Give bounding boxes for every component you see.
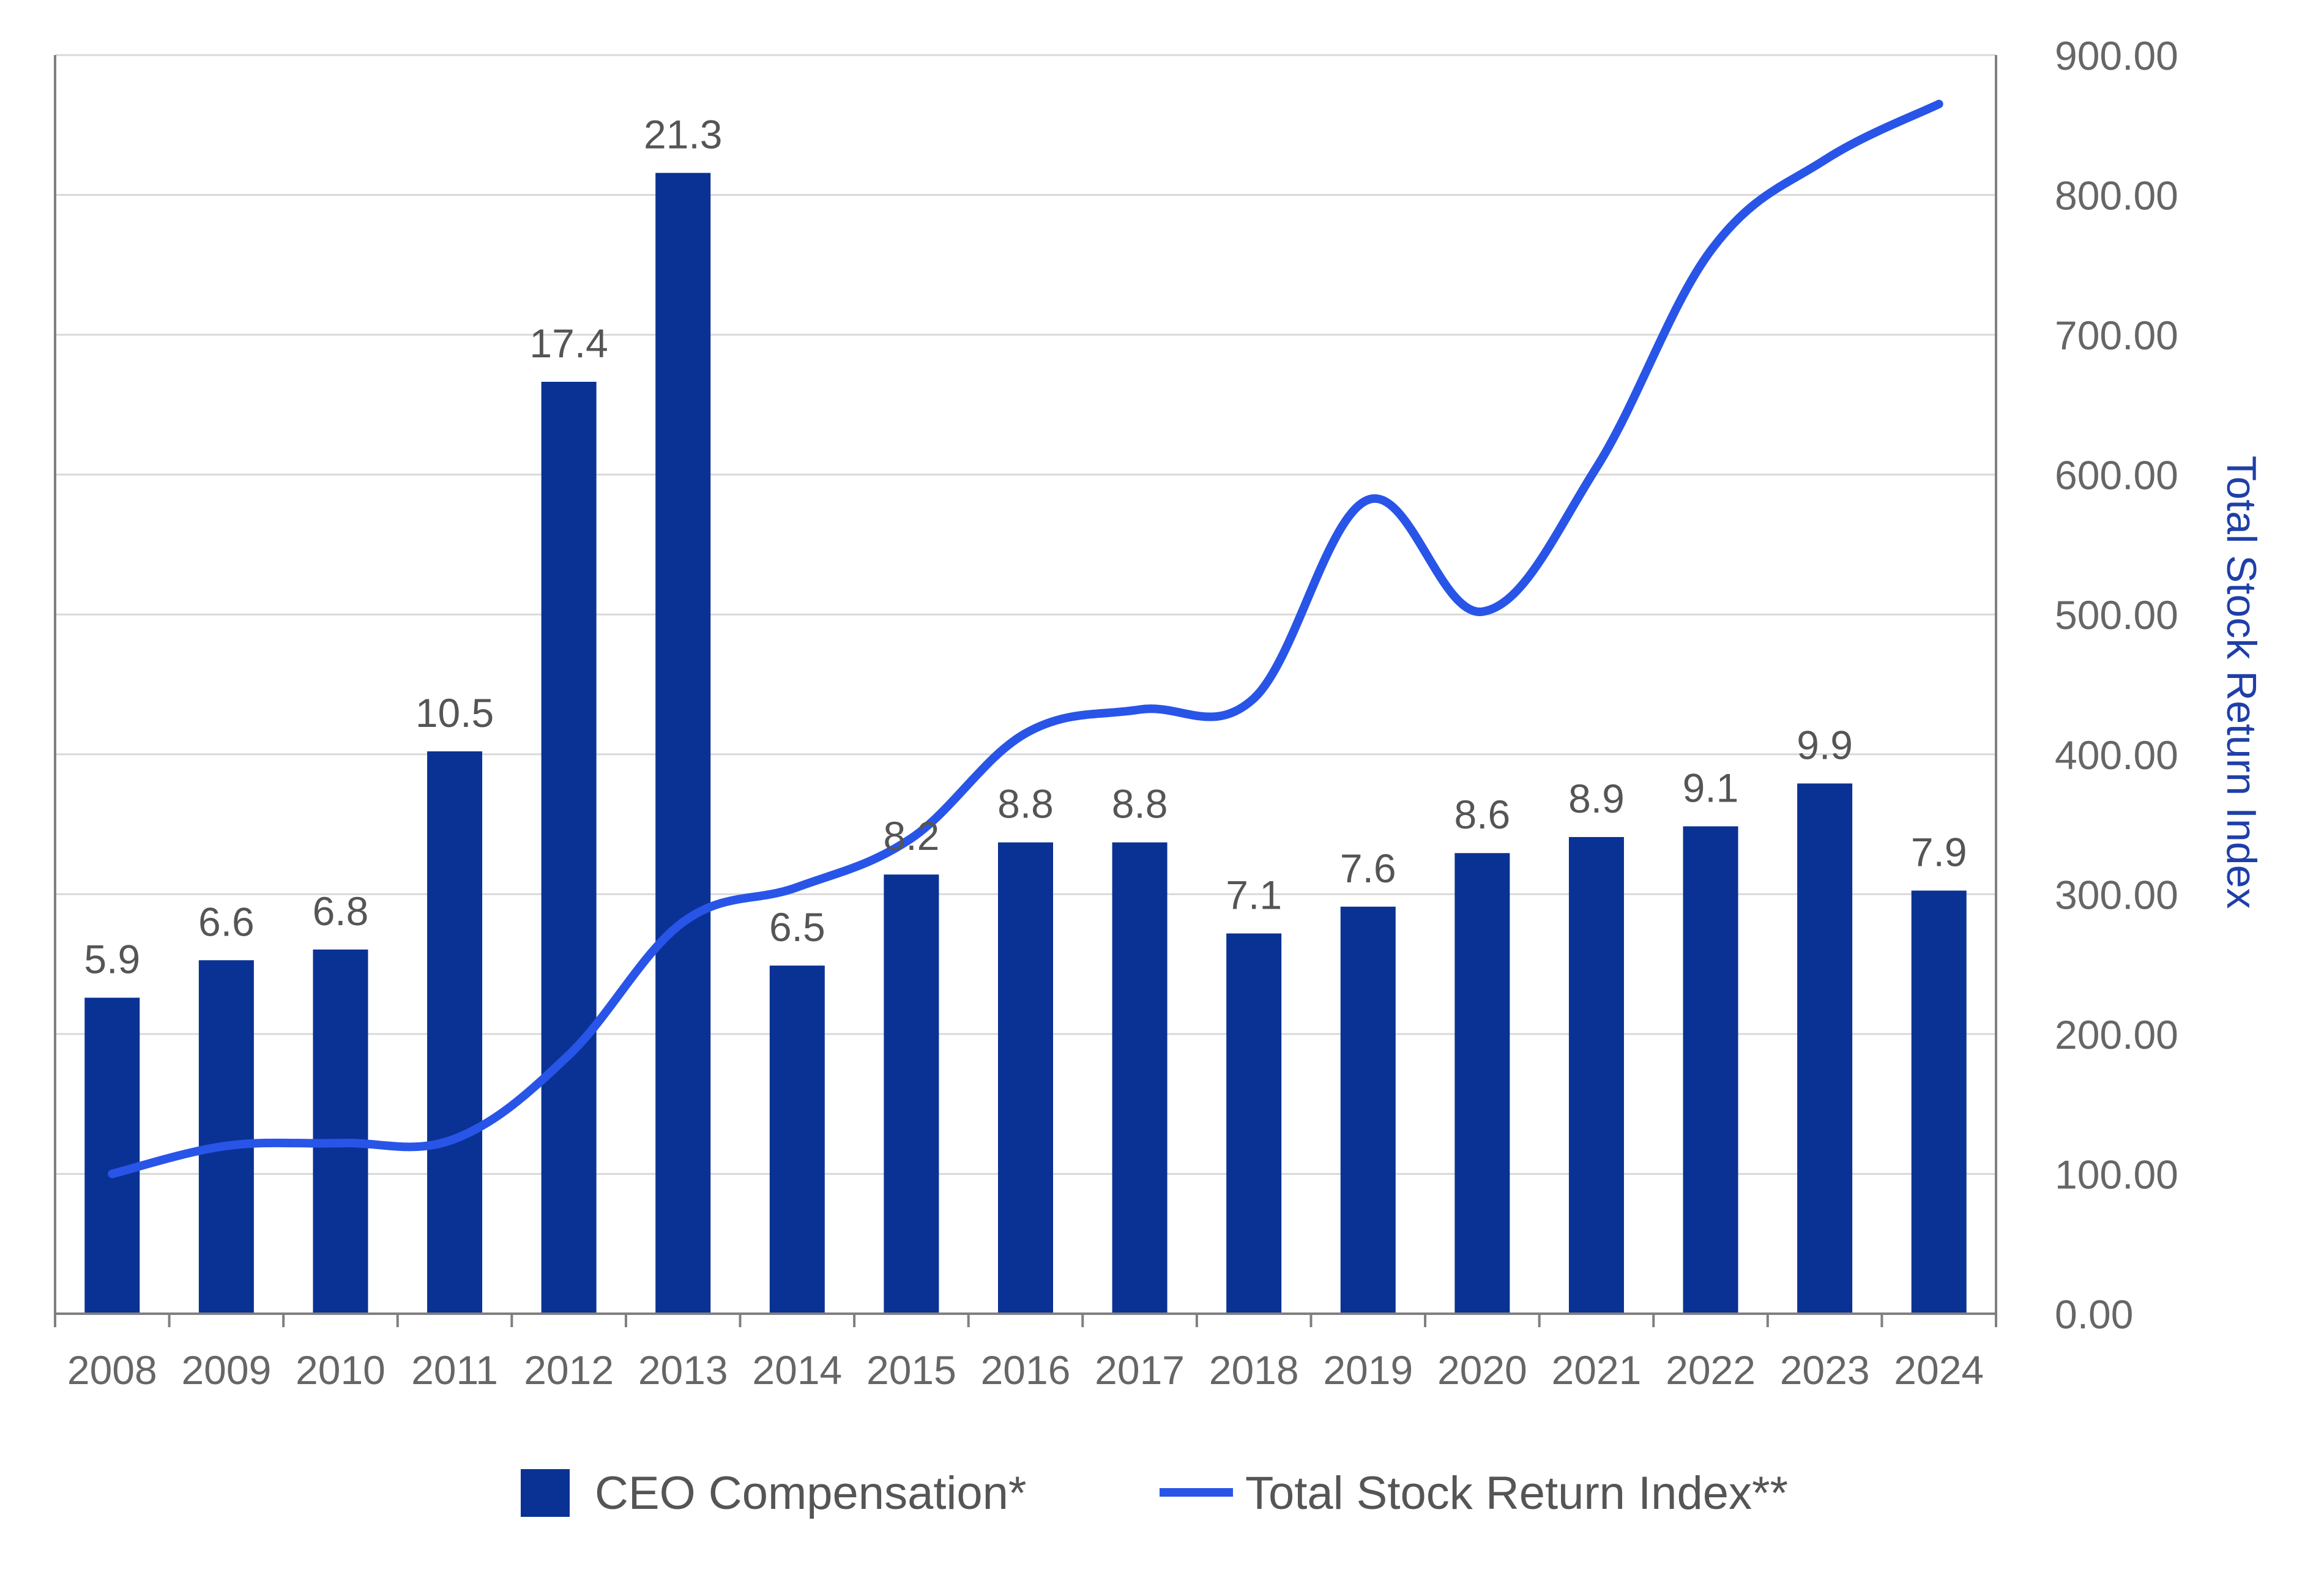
x-tick-label-2024: 2024	[1894, 1347, 1984, 1393]
data-labels: 5.9 6.6 6.8 10.5 17.4 21.3 6.5 8.2 8.8 8.8 7.1 7.6 8…	[84, 112, 1967, 982]
x-tick-label-2009: 2009	[181, 1347, 271, 1393]
legend-bar-label: CEO Compensation*	[595, 1467, 1026, 1519]
x-tick-label-2010: 2010	[296, 1347, 385, 1393]
x-tick-label-2018: 2018	[1209, 1347, 1299, 1393]
right-axis-tick-label: 500.00	[2055, 592, 2178, 638]
x-tick-label-2008: 2008	[67, 1347, 157, 1393]
x-tick-label-2013: 2013	[638, 1347, 728, 1393]
data-label-2016: 8.8	[997, 781, 1054, 827]
right-axis-tick-label: 400.00	[2055, 732, 2178, 778]
right-axis-tick-label: 800.00	[2055, 173, 2178, 218]
x-tick-label-2011: 2011	[411, 1347, 498, 1393]
right-axis-tick-label: 0.00	[2055, 1292, 2133, 1337]
bar-2017	[1112, 842, 1168, 1314]
data-label-2008: 5.9	[84, 937, 140, 982]
bar-2015	[884, 874, 939, 1314]
x-tick-label-2014: 2014	[752, 1347, 842, 1393]
right-axis-tick-label: 100.00	[2055, 1152, 2178, 1197]
x-tick-label-2017: 2017	[1095, 1347, 1185, 1393]
data-label-2014: 6.5	[769, 904, 825, 950]
bar-2014	[769, 966, 825, 1314]
x-tick-label-2022: 2022	[1666, 1347, 1756, 1393]
legend-line-label: Total Stock Return Index**	[1245, 1467, 1788, 1519]
data-label-2012: 17.4	[529, 321, 608, 366]
right-axis-tick-label: 300.00	[2055, 872, 2178, 917]
x-tick-label-2012: 2012	[524, 1347, 614, 1393]
x-tick-label-2020: 2020	[1437, 1347, 1527, 1393]
right-axis-tick-label: 900.00	[2055, 33, 2178, 78]
x-tick-label-2015: 2015	[866, 1347, 956, 1393]
gridlines	[55, 54, 1996, 1175]
data-label-2024: 7.9	[1911, 829, 1967, 874]
data-label-2009: 6.6	[198, 899, 255, 944]
bar-2019	[1340, 906, 1396, 1314]
data-label-2010: 6.8	[313, 888, 369, 934]
line-series	[108, 99, 1943, 1178]
legend: CEO Compensation* Total Stock Return Ind…	[521, 1467, 1788, 1519]
bar-series	[84, 173, 1967, 1314]
bar-2023	[1797, 783, 1853, 1314]
bar-2010	[313, 949, 368, 1314]
data-label-2021: 8.9	[1568, 776, 1625, 821]
data-label-2015: 8.2	[884, 813, 940, 858]
data-label-2013: 21.3	[644, 112, 722, 157]
bar-2012	[541, 381, 597, 1314]
bar-2024	[1911, 890, 1967, 1314]
data-label-2011: 10.5	[415, 690, 494, 735]
right-axis-title: Total Stock Return Index	[2218, 456, 2265, 909]
bar-2016	[998, 842, 1053, 1314]
bar-2008	[84, 997, 140, 1314]
right-axis-tick-label: 200.00	[2055, 1012, 2178, 1057]
bar-2013	[655, 173, 711, 1314]
bar-2011	[427, 751, 483, 1314]
data-label-2018: 7.1	[1226, 873, 1282, 918]
bar-2018	[1226, 933, 1282, 1314]
x-tick-label-2021: 2021	[1552, 1347, 1642, 1393]
right-axis-tick-label: 600.00	[2055, 453, 2178, 498]
data-label-2017: 8.8	[1112, 781, 1168, 827]
total-stock-return-line	[108, 99, 1943, 1178]
tick-labels: 0.00 100.00 200.00 300.00 400.00 500.00 600.00…	[67, 33, 2178, 1393]
data-label-2020: 8.6	[1454, 792, 1510, 837]
data-label-2023: 9.9	[1797, 722, 1853, 767]
data-label-2022: 9.1	[1683, 765, 1739, 810]
data-label-2019: 7.6	[1340, 846, 1396, 891]
bar-2022	[1683, 826, 1738, 1314]
legend-bar-swatch	[521, 1469, 570, 1517]
x-tick-label-2016: 2016	[981, 1347, 1071, 1393]
x-tick-label-2023: 2023	[1780, 1347, 1870, 1393]
bar-2021	[1568, 836, 1624, 1314]
bar-2009	[198, 960, 254, 1314]
bar-2020	[1454, 853, 1510, 1314]
x-tick-label-2019: 2019	[1323, 1347, 1413, 1393]
axes	[54, 55, 1997, 1327]
right-axis-tick-label: 700.00	[2055, 313, 2178, 358]
